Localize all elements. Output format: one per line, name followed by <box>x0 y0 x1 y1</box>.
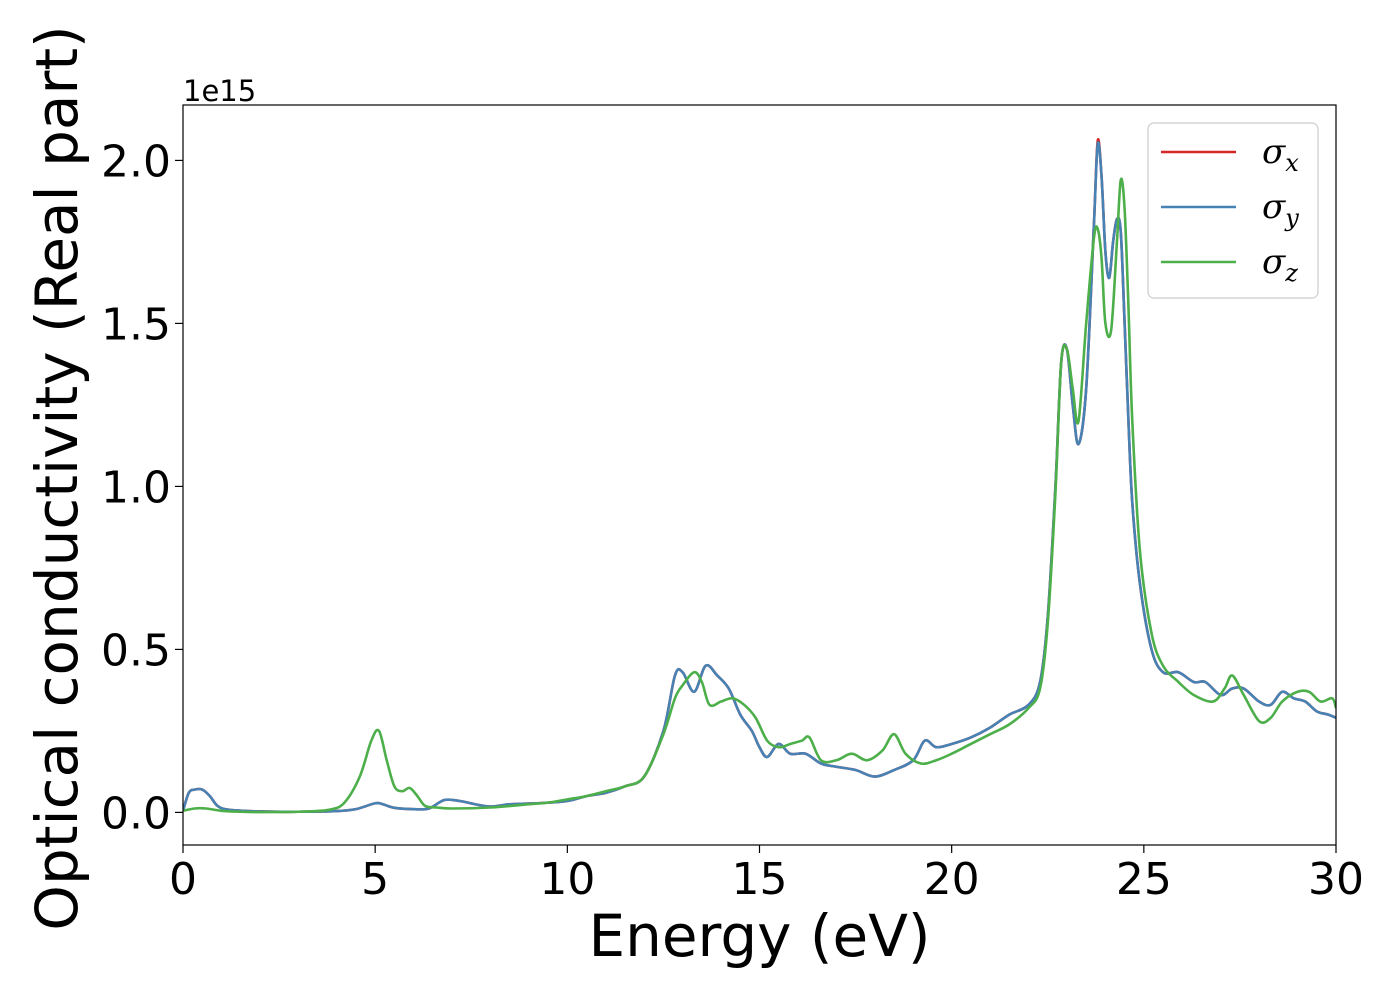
y-tick-label: 1.5 <box>101 299 171 350</box>
legend-label-z: σz <box>1262 242 1298 287</box>
series-line-z <box>183 177 1336 814</box>
y-tick-label: 2.0 <box>101 136 171 187</box>
legend-box <box>1147 122 1319 299</box>
y-offset-text: 1e15 <box>183 74 256 108</box>
x-tick-label: 0 <box>169 854 197 905</box>
y-axis-title: Optical conductivity (Real part) <box>23 25 91 930</box>
y-axis: 0.0 0.5 1.0 1.5 2.0 <box>101 136 183 839</box>
legend-label-y: σy <box>1262 187 1299 232</box>
series-line-y <box>183 141 1336 814</box>
x-tick-label: 5 <box>361 854 389 905</box>
x-tick-label: 20 <box>924 854 980 905</box>
x-tick-label: 10 <box>539 854 595 905</box>
series-layer <box>183 138 1336 814</box>
y-tick-label: 1.0 <box>101 462 171 513</box>
x-axis: 0 5 10 15 20 25 30 <box>169 845 1364 905</box>
x-tick-label: 30 <box>1308 854 1364 905</box>
y-tick-label: 0.5 <box>101 625 171 676</box>
legend: σx σy σz <box>1147 122 1319 299</box>
x-tick-label: 15 <box>732 854 788 905</box>
x-axis-title: Energy (eV) <box>588 902 930 970</box>
legend-label-x: σx <box>1262 132 1299 177</box>
y-tick-label: 0.0 <box>101 788 171 839</box>
x-tick-label: 25 <box>1116 854 1172 905</box>
